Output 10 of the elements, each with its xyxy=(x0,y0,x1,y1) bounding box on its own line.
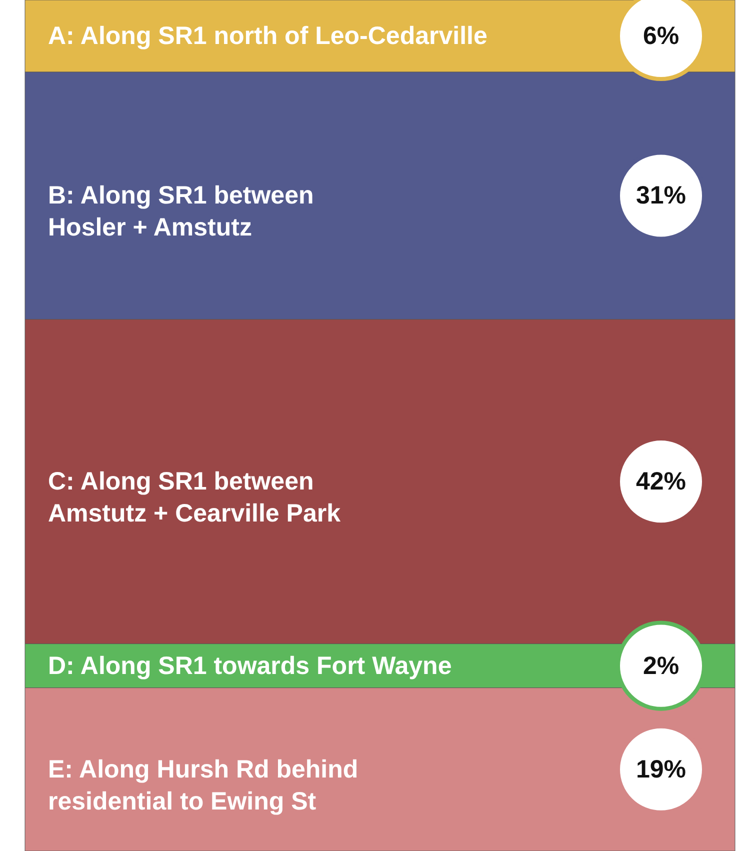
category-label: D: Along SR1 towards Fort Wayne xyxy=(48,652,452,680)
data-label: 19% xyxy=(636,755,686,784)
category-label: A: Along SR1 north of Leo-Cedarville xyxy=(48,22,488,50)
category-label: E: Along Hursh Rd behind residential to Ewing St xyxy=(48,755,358,816)
category-label: B: Along SR1 between Hosler + Amstutz xyxy=(48,182,314,242)
category-label: C: Along SR1 between Amstutz + Cearville Park xyxy=(48,468,341,528)
data-label: 31% xyxy=(636,182,686,210)
data-label: 2% xyxy=(642,652,680,680)
data-label: 42% xyxy=(636,468,686,496)
data-label: 6% xyxy=(642,22,680,50)
